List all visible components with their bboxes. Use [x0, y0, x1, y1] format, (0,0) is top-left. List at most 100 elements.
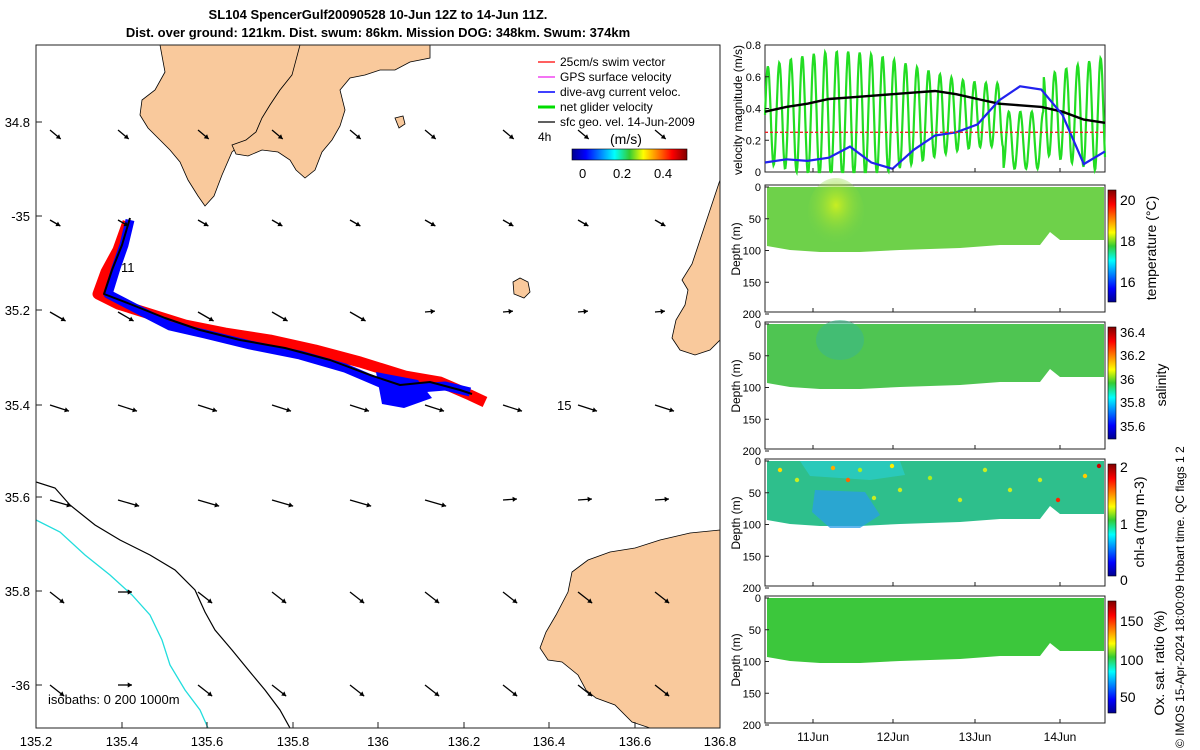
salinity-cbar-tick-1: 36.2	[1120, 348, 1145, 363]
current-arrowhead	[127, 589, 132, 595]
map-ytick-label: -35	[11, 209, 30, 224]
current-arrowhead	[359, 691, 365, 697]
map-ytick-label: 35.8	[5, 584, 30, 599]
current-arrowhead	[212, 407, 218, 413]
net-glider-velocity-line	[763, 48, 1107, 177]
oxsat-cbar-tick-1: 100	[1120, 652, 1144, 668]
current-arrowhead	[583, 308, 588, 315]
temperature-colorbar	[1107, 189, 1117, 303]
velocity-ylabel: velocity magnitude (m/s)	[731, 45, 745, 175]
map-y-axis: 34.8 -35 35.2 35.4 35.6 35.8 -36	[5, 115, 42, 693]
depth-tick-label: 0	[755, 593, 761, 605]
chla-spike-point	[1037, 477, 1043, 483]
oxsat-cbar-ticks: 150 100 50	[1120, 613, 1144, 705]
depth-tick-label: 0	[755, 182, 761, 194]
current-arrowhead	[282, 316, 288, 322]
depth-tick-label: 150	[743, 688, 761, 700]
current-arrowhead	[587, 496, 592, 502]
glider-track	[103, 217, 473, 395]
section-depth-axes: 0 50 100 150 200 Depth (m) 0 50 100 150 200 Depth (…	[729, 182, 769, 732]
chla-spikes	[777, 463, 1102, 503]
current-arrowhead	[439, 407, 445, 413]
chla-surface-band	[800, 461, 905, 480]
map-colorbar	[571, 148, 688, 161]
current-arrowhead	[127, 682, 132, 688]
current-arrowhead	[203, 134, 209, 139]
velocity-ytick-label: 0.4	[746, 104, 761, 116]
current-arrowhead	[355, 134, 361, 139]
current-arrowhead	[277, 134, 283, 139]
current-arrowhead	[660, 134, 666, 139]
chla-spike-point	[871, 495, 877, 501]
temperature-panel: 20 18 16 temperature (°C)	[764, 178, 1159, 313]
oxsat-field	[767, 598, 1104, 663]
current-arrowhead	[664, 598, 670, 604]
current-arrowhead	[512, 496, 517, 502]
current-arrowhead	[286, 407, 292, 413]
day-label-11: 11	[121, 260, 135, 275]
temperature-cbar-tick-1: 18	[1120, 233, 1136, 249]
map-ytick-label: 34.8	[5, 115, 30, 130]
dive-avg-current-line	[764, 85, 1106, 171]
depth-tick-label: 50	[749, 488, 761, 500]
velocity-ytick-label: 0.6	[746, 72, 761, 84]
depth-tick-label: 200	[743, 309, 761, 321]
current-arrowhead	[355, 221, 361, 227]
salinity-cbar-ticks: 36.4 36.2 36 35.8 35.6	[1120, 325, 1145, 434]
map-xtick-label: 136.8	[704, 734, 737, 749]
velocity-series	[764, 85, 1106, 171]
chla-cbar-tick-1: 1	[1120, 516, 1128, 532]
map-xtick-label: 135.8	[277, 734, 310, 749]
oxsat-cbar-tick-2: 50	[1120, 689, 1136, 705]
salinity-colorbar	[1107, 326, 1117, 440]
current-arrowhead	[434, 598, 440, 604]
current-arrowhead	[60, 316, 66, 322]
current-arrowhead	[134, 502, 140, 508]
land-kangaroo-island	[539, 529, 720, 728]
map-legend: 25cm/s swim vector GPS surface velocity …	[538, 55, 695, 181]
map-xtick-label: 136.6	[619, 734, 652, 749]
map-content	[36, 45, 720, 728]
depth-tick-label: 100	[743, 657, 761, 669]
salinity-cbar-tick-0: 36.4	[1120, 325, 1145, 340]
current-arrowhead	[512, 598, 518, 604]
current-arrowhead	[281, 691, 287, 697]
salinity-cbar-label: salinity	[1153, 364, 1169, 407]
land-east-coast	[671, 179, 720, 356]
depth-axis-label: Depth (m)	[729, 633, 743, 686]
time-tick-label: 12Jun	[877, 730, 910, 744]
chla-spike-point	[777, 467, 783, 473]
depth-tick-label: 0	[755, 456, 761, 468]
chla-colorbar	[1107, 463, 1117, 577]
chla-cbar-tick-2: 0	[1120, 572, 1128, 588]
chla-spike-point	[1082, 473, 1088, 479]
current-arrowhead	[55, 134, 61, 139]
chla-spike-point	[857, 467, 863, 473]
map-x-axis: 135.2 135.4 135.6 135.8 136 136.2 136.4 136.6 13…	[20, 722, 737, 749]
land-eyre-peninsula	[231, 45, 431, 179]
land-island	[394, 115, 406, 129]
depth-tick-label: 100	[743, 246, 761, 258]
colorbar-tick-1: 0.2	[613, 166, 631, 181]
depth-tick-label: 200	[743, 446, 761, 458]
current-arrowhead	[281, 598, 287, 604]
current-arrowhead	[123, 221, 129, 227]
chla-panel: 2 1 0 chl-a (mg m-3)	[764, 458, 1147, 588]
temperature-cbar-tick-0: 20	[1120, 192, 1136, 208]
chla-spike-point	[845, 477, 851, 483]
current-arrowhead	[360, 316, 366, 322]
depth-tick-label: 150	[743, 277, 761, 289]
time-tick-label: 13Jun	[959, 730, 992, 744]
salinity-cbar-tick-4: 35.6	[1120, 419, 1145, 434]
current-arrowhead	[508, 134, 514, 139]
current-arrowhead	[517, 407, 523, 413]
time-axis: 11Jun 12Jun 13Jun 14Jun	[797, 168, 1076, 744]
map-xtick-label: 136	[367, 734, 389, 749]
chla-spike-point	[794, 477, 800, 483]
depth-tick-label: 100	[743, 383, 761, 395]
current-arrowhead	[508, 308, 513, 315]
legend-sfc: sfc geo. vel. 14-Jun-2009	[560, 115, 695, 129]
current-arrowhead	[59, 598, 65, 604]
depth-axis-label: Depth (m)	[729, 496, 743, 549]
chla-low-region	[812, 490, 880, 528]
